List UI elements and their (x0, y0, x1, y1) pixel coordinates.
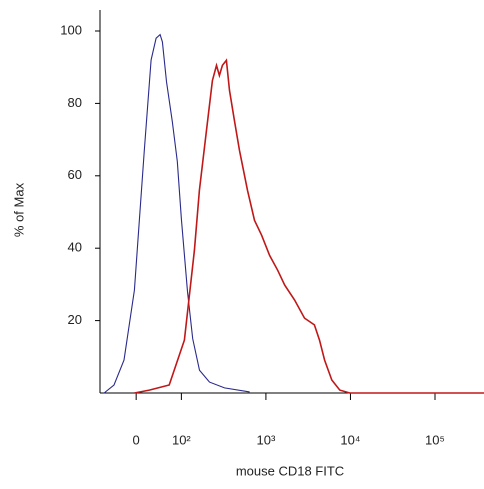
y-tick-label: 60 (68, 167, 82, 182)
y-axis-label: % of Max (11, 182, 26, 237)
x-tick-label: 0 (133, 432, 140, 447)
series-line (134, 58, 484, 394)
series-line (103, 33, 250, 394)
x-tick-label: 10³ (257, 432, 276, 447)
y-tick-label: 20 (68, 312, 82, 327)
y-tick-label: 100 (60, 22, 82, 37)
x-axis-label: mouse CD18 FITC (236, 463, 344, 478)
x-tick-label: 10² (172, 432, 191, 447)
x-tick-label: 10⁵ (425, 432, 445, 447)
y-tick-label: 40 (68, 240, 82, 255)
x-tick-label: 10⁴ (340, 432, 360, 447)
y-tick-label: 80 (68, 95, 82, 110)
